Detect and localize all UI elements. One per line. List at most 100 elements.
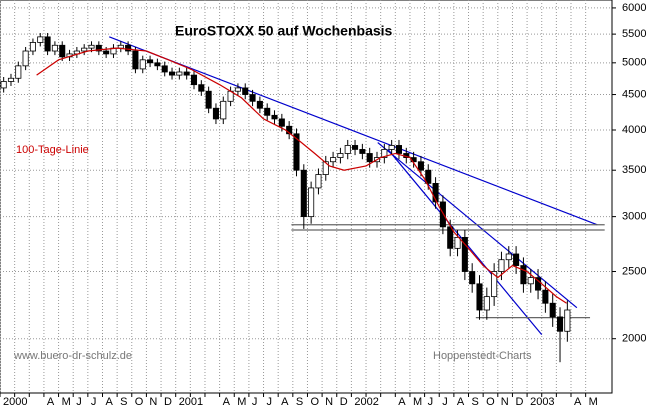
candle-body xyxy=(81,47,88,52)
x-tick-label: M xyxy=(62,396,71,408)
x-tick-label: A xyxy=(398,396,406,408)
x-tick-label: A xyxy=(281,396,289,408)
candle-body xyxy=(95,44,102,52)
candle-body xyxy=(300,169,307,218)
x-tick-label: S xyxy=(120,396,127,408)
y-tick-label: 2000 xyxy=(622,333,646,345)
x-tick-label: O xyxy=(486,396,495,408)
candle-body xyxy=(498,259,505,272)
candle-body xyxy=(7,77,15,82)
candle-body xyxy=(205,90,212,109)
candle-body xyxy=(542,289,549,304)
candle-body xyxy=(103,50,110,55)
x-tick-label: M xyxy=(413,396,422,408)
candle-body xyxy=(37,36,44,43)
candle-body xyxy=(388,145,395,150)
y-tick-label: 4500 xyxy=(622,88,646,100)
candle-body xyxy=(44,36,51,52)
x-tick-label: S xyxy=(472,396,479,408)
candle-body xyxy=(366,153,373,163)
candle-body xyxy=(564,309,571,332)
x-tick-label: N xyxy=(501,396,509,408)
candle-body xyxy=(505,253,512,261)
candle-body xyxy=(29,42,36,52)
x-tick-label: J xyxy=(267,396,273,408)
candle-body xyxy=(88,44,95,49)
candle-body xyxy=(198,84,205,92)
x-tick-label: O xyxy=(135,396,144,408)
x-tick-label: J xyxy=(76,396,82,408)
candle-body xyxy=(395,145,403,154)
x-tick-label: D xyxy=(515,396,523,408)
candle-body xyxy=(337,153,344,158)
x-tick-label: 2003 xyxy=(530,396,554,408)
x-tick-label: M xyxy=(589,396,598,408)
candle-body xyxy=(271,114,278,120)
x-tick-label: 2001 xyxy=(179,396,203,408)
x-tick-label: J xyxy=(91,396,97,408)
candle-body xyxy=(520,265,527,285)
candle-body xyxy=(161,65,168,73)
candle-body xyxy=(0,81,7,89)
candle-body xyxy=(535,277,542,291)
candle-body xyxy=(527,277,534,285)
candle-body xyxy=(139,59,146,70)
candle-body xyxy=(278,118,285,127)
candle-body xyxy=(469,271,476,285)
credit-text: Hoppenstedt-Charts xyxy=(433,350,532,362)
candle-body xyxy=(293,133,300,171)
candle-body xyxy=(190,74,198,86)
candle-body xyxy=(249,94,256,102)
candle-body xyxy=(425,169,432,184)
x-tick-label: J xyxy=(428,396,434,408)
candle-body xyxy=(439,201,446,228)
chart-title: EuroSTOXX 50 auf Wochenbasis xyxy=(175,23,393,39)
candle-body xyxy=(381,149,388,158)
x-tick-label: 2000 xyxy=(3,396,27,408)
candle-body xyxy=(286,125,293,135)
x-tick-label: N xyxy=(325,396,333,408)
y-tick-label: 3000 xyxy=(622,211,646,223)
candle-body xyxy=(461,236,468,272)
candle-body xyxy=(168,71,176,76)
x-tick-label: 2002 xyxy=(354,396,378,408)
x-tick-label: A xyxy=(47,396,55,408)
x-tick-label: M xyxy=(237,396,246,408)
candle-body xyxy=(212,107,219,120)
candle-body xyxy=(154,62,161,67)
candle-body xyxy=(183,71,190,76)
candle-body xyxy=(483,296,490,311)
candle-body xyxy=(476,283,483,311)
candle-body xyxy=(330,157,337,163)
x-tick-label: A xyxy=(457,396,465,408)
x-tick-label: D xyxy=(164,396,172,408)
candle-body xyxy=(417,161,424,171)
candle-body xyxy=(132,50,139,70)
candle-body xyxy=(220,100,227,120)
candle-body xyxy=(352,145,359,150)
trend-line xyxy=(109,36,598,226)
candle-body xyxy=(308,187,315,218)
x-tick-label: A xyxy=(574,396,582,408)
candle-body xyxy=(15,65,22,79)
candle-body xyxy=(556,316,564,332)
candle-body xyxy=(432,182,439,203)
y-tick-label: 6000 xyxy=(622,2,646,14)
candle-body xyxy=(549,302,556,318)
candle-body xyxy=(256,100,263,109)
y-tick-label: 4000 xyxy=(622,124,646,136)
x-tick-label: D xyxy=(340,396,348,408)
moving-average xyxy=(36,47,567,304)
x-tick-label: O xyxy=(310,396,319,408)
candle-body xyxy=(322,161,329,175)
candle-body xyxy=(359,149,366,154)
x-tick-label: A xyxy=(223,396,231,408)
y-tick-label: 5500 xyxy=(622,28,646,40)
candle-body xyxy=(513,253,520,266)
candle-body xyxy=(147,59,154,64)
candle-body xyxy=(315,174,322,189)
candle-body xyxy=(22,50,29,67)
x-tick-label: J xyxy=(442,396,448,408)
y-tick-label: 3500 xyxy=(622,164,646,176)
